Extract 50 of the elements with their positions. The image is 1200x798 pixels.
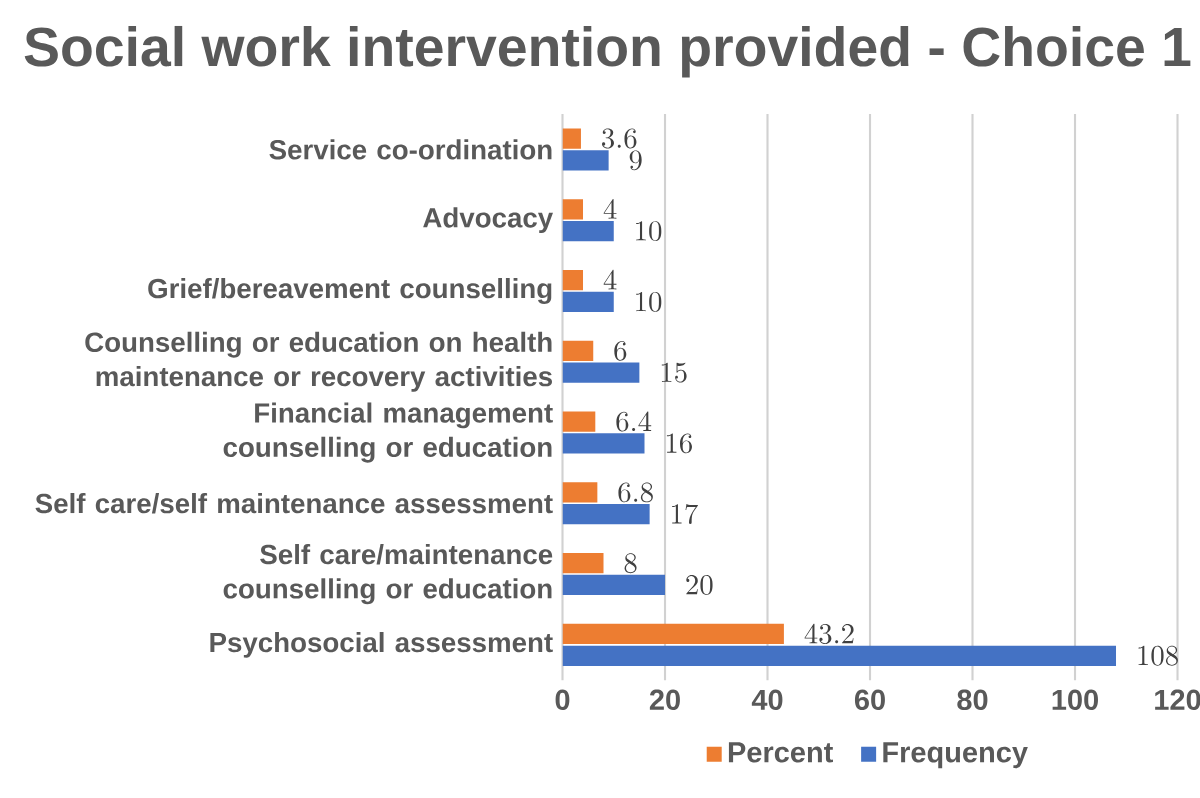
data-label: 6.8 bbox=[618, 482, 653, 503]
y-tick-label: Financial management counselling or education bbox=[223, 402, 553, 463]
data-label: 16 bbox=[666, 433, 692, 454]
bar bbox=[562, 623, 784, 645]
legend-label: Percent bbox=[728, 742, 833, 763]
y-tick-label: Psychosocial assessment bbox=[210, 631, 553, 658]
x-tick-label: 0 bbox=[555, 689, 570, 711]
x-tick-label: 100 bbox=[1052, 689, 1098, 711]
bar bbox=[562, 291, 614, 312]
y-tick-label: Grief/bereavement counselling bbox=[148, 278, 552, 304]
x-tick-label: 60 bbox=[854, 689, 885, 711]
bar bbox=[562, 150, 609, 171]
data-label: 8 bbox=[624, 553, 637, 574]
x-tick-label: 40 bbox=[751, 689, 783, 711]
bar bbox=[562, 574, 666, 596]
data-label: 9 bbox=[629, 150, 642, 171]
data-label: 20 bbox=[686, 575, 713, 595]
data-label: 15 bbox=[661, 362, 687, 383]
data-label: 10 bbox=[636, 221, 662, 241]
data-label: 17 bbox=[672, 503, 698, 525]
x-tick-label: 80 bbox=[957, 689, 988, 711]
bar bbox=[562, 482, 598, 503]
data-label: 3.6 bbox=[602, 128, 637, 149]
bar bbox=[562, 504, 650, 525]
bar bbox=[562, 433, 645, 454]
data-label: 10 bbox=[636, 291, 662, 312]
data-label: 6 bbox=[614, 340, 627, 361]
data-label: 6.4 bbox=[616, 411, 652, 432]
x-tick-label: 120 bbox=[1155, 689, 1200, 711]
chart-title: Social work intervention provided - Choice 1 bbox=[24, 25, 1191, 78]
bar bbox=[562, 411, 596, 432]
y-tick-label: Service co-ordination bbox=[269, 139, 552, 160]
y-tick-label: Advocacy bbox=[423, 207, 553, 234]
bar bbox=[562, 645, 1117, 666]
bar bbox=[562, 269, 584, 291]
data-label: 108 bbox=[1138, 645, 1178, 666]
bar bbox=[562, 128, 581, 149]
y-tick-label: Self care/maintenance counselling or education bbox=[223, 544, 553, 605]
legend-label: Frequency bbox=[883, 742, 1028, 769]
x-tick-label: 20 bbox=[649, 689, 680, 711]
data-label: 4 bbox=[603, 269, 617, 290]
bar bbox=[562, 199, 584, 220]
bar bbox=[562, 220, 614, 242]
data-label: 43.2 bbox=[804, 623, 854, 644]
bar bbox=[562, 553, 604, 574]
y-tick-label: Counselling or education on health maintenance or recovery activities bbox=[85, 331, 552, 392]
data-label: 4 bbox=[603, 199, 617, 219]
bar bbox=[562, 362, 640, 383]
bar bbox=[562, 340, 594, 361]
y-tick-label: Self care/self maintenance assessment bbox=[35, 493, 553, 514]
